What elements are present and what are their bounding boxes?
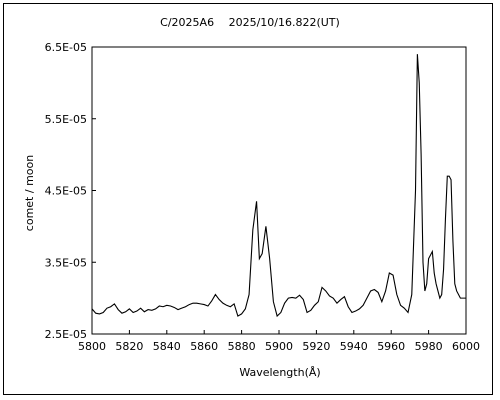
plot-area [92, 47, 466, 334]
y-axis-ticks: 2.5E-05 3.5E-05 4.5E-05 5.5E-05 6.5E-05 [45, 41, 96, 341]
x-axis-label: Wavelength(Å) [239, 366, 320, 379]
x-tick-label: 5940 [340, 340, 368, 353]
x-tick-label: 5980 [415, 340, 443, 353]
x-tick-label: 6000 [452, 340, 480, 353]
y-axis-label: comet / moon [23, 155, 36, 231]
y-tick-label: 3.5E-05 [45, 256, 87, 269]
y-tick-label: 6.5E-05 [45, 41, 87, 54]
y-tick-label: 4.5E-05 [45, 185, 87, 198]
x-tick-label: 5820 [115, 340, 143, 353]
x-tick-label: 5880 [228, 340, 256, 353]
x-tick-label: 5800 [78, 340, 106, 353]
x-tick-label: 5860 [190, 340, 218, 353]
x-tick-label: 5900 [265, 340, 293, 353]
x-tick-label: 5960 [377, 340, 405, 353]
spectrum-line [92, 54, 466, 316]
y-tick-label: 5.5E-05 [45, 113, 87, 126]
chart-title: C/2025A6 2025/10/16.822(UT) [160, 16, 340, 29]
x-tick-label: 5920 [302, 340, 330, 353]
y-tick-label: 2.5E-05 [45, 328, 87, 341]
x-axis-ticks: 5800 5820 5840 5860 5880 5900 5920 5940 5960 5980… [78, 330, 480, 353]
x-tick-label: 5840 [153, 340, 181, 353]
